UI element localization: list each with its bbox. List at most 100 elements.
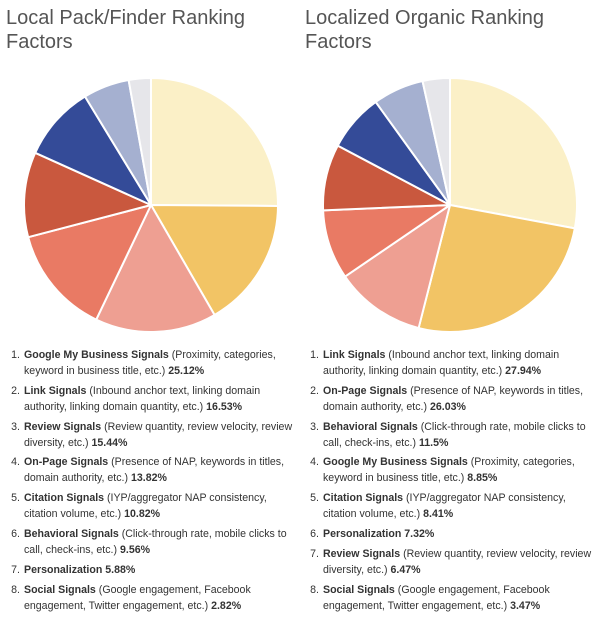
- factor-rank: 8.: [310, 583, 319, 596]
- pie-slice: [449, 77, 578, 230]
- pie-slice: [95, 204, 216, 333]
- factor-text: Citation Signals (IYP/aggregator NAP con…: [323, 490, 600, 522]
- factor-text: Personalization 7.32%: [323, 526, 600, 542]
- factor-percentage: 10.82%: [124, 508, 161, 521]
- factor-detail: (Inbound anchor text, linking domain aut…: [24, 384, 261, 413]
- factor-percentage: 27.94%: [505, 365, 542, 377]
- factor-list-item: 5. Citation Signals (IYP/aggregator NAP c…: [6, 490, 301, 522]
- factor-name: Citation Signals: [323, 492, 404, 505]
- factor-text: Link Signals (Inbound anchor text, linki…: [24, 383, 301, 415]
- factor-name: Personalization: [24, 563, 103, 576]
- factor-detail: (Proximity, categories, keyword in busin…: [323, 456, 575, 485]
- factor-percentage: 3.47%: [510, 599, 541, 612]
- pie-slice: [23, 151, 152, 239]
- factor-list-item: 6. Personalization 7.32%: [305, 526, 600, 542]
- factor-list-item: 8. Social Signals (Google engagement, Fac…: [6, 582, 301, 614]
- local-pack-factor-list: 1. Google My Business Signals (Proximity,…: [6, 347, 301, 617]
- factor-text: Behavioral Signals (Click-through rate, …: [24, 526, 301, 558]
- pie-slice: [34, 95, 152, 206]
- factor-text: Review Signals (Review quantity, review …: [24, 419, 301, 451]
- factor-percentage: 8.85%: [467, 472, 498, 485]
- factor-rank: 7.: [310, 547, 319, 560]
- factor-percentage: 15.44%: [91, 436, 128, 449]
- factor-rank: 4.: [310, 456, 319, 469]
- factor-rank: 3.: [11, 420, 20, 433]
- factor-rank: 1.: [310, 349, 319, 361]
- local-pack-pie-chart: [23, 77, 280, 333]
- factor-percentage: 7.32%: [404, 527, 435, 540]
- factor-name: Google My Business Signals: [323, 456, 468, 469]
- factor-list-item: 2. Link Signals (Inbound anchor text, lin…: [6, 383, 301, 415]
- pie-slice: [150, 77, 280, 207]
- factor-rank: 2.: [11, 384, 20, 397]
- factor-detail: (Inbound anchor text, linking domain aut…: [323, 349, 560, 377]
- factor-list-item: 1. Google My Business Signals (Proximity,…: [6, 347, 301, 379]
- factor-detail: (Click-through rate, mobile clicks to ca…: [323, 420, 586, 449]
- factor-list-item: 3. Behavioral Signals (Click-through rate…: [305, 419, 600, 451]
- factor-detail: (Google engagement, Facebook engagement,…: [323, 583, 550, 612]
- factor-detail: (Click-through rate, mobile clicks to ca…: [24, 527, 287, 556]
- factor-name: Link Signals: [24, 384, 87, 397]
- factor-list-item: 6. Behavioral Signals (Click-through rate…: [6, 526, 301, 558]
- factor-text: On-Page Signals (Presence of NAP, keywor…: [323, 383, 600, 415]
- factor-text: Behavioral Signals (Click-through rate, …: [323, 419, 600, 451]
- factor-percentage: 2.82%: [211, 599, 242, 612]
- pie-slice: [344, 204, 451, 330]
- factor-list-item: 7. Review Signals (Review quantity, revie…: [305, 546, 600, 578]
- factor-list-item: 8. Social Signals (Google engagement, Fac…: [305, 582, 600, 614]
- chart-title: Local Pack/Finder Ranking Factors: [6, 7, 246, 53]
- factor-rank: 4.: [11, 456, 20, 469]
- factor-name: Link Signals: [323, 349, 386, 361]
- factor-text: Google My Business Signals (Proximity, c…: [24, 347, 301, 379]
- factor-detail: (IYP/aggregator NAP consistency, citatio…: [323, 492, 566, 521]
- factor-name: Citation Signals: [24, 492, 105, 505]
- factor-list-item: 3. Review Signals (Review quantity, revie…: [6, 419, 301, 451]
- factor-percentage: 5.88%: [105, 563, 136, 576]
- factor-name: Social Signals: [24, 583, 96, 596]
- factor-rank: 1.: [11, 349, 20, 361]
- local-pack-panel: Local Pack/Finder Ranking Factors 1. Goog…: [6, 0, 301, 641]
- factor-list-item: 2. On-Page Signals (Presence of NAP, keyw…: [305, 383, 600, 415]
- localized-organic-factor-list: 1. Link Signals (Inbound anchor text, lin…: [305, 347, 600, 617]
- factor-text: On-Page Signals (Presence of NAP, keywor…: [24, 454, 301, 486]
- factor-text: Social Signals (Google engagement, Faceb…: [323, 582, 600, 614]
- factor-rank: 3.: [310, 420, 319, 433]
- factor-name: Behavioral Signals: [24, 527, 119, 540]
- factor-text: Social Signals (Google engagement, Faceb…: [24, 582, 301, 614]
- factor-detail: (Presence of NAP, keywords in titles, do…: [323, 384, 584, 413]
- factor-text: Link Signals (Inbound anchor text, linki…: [323, 347, 600, 379]
- factor-text: Review Signals (Review quantity, review …: [323, 546, 600, 578]
- factor-text: Personalization 5.88%: [24, 562, 301, 578]
- factor-text: Citation Signals (IYP/aggregator NAP con…: [24, 490, 301, 522]
- factor-rank: 8.: [11, 583, 20, 596]
- factor-name: Google My Business Signals: [24, 349, 169, 361]
- pie-slice: [421, 77, 451, 206]
- factor-name: Review Signals: [323, 547, 401, 560]
- factor-percentage: 8.41%: [423, 508, 454, 521]
- localized-organic-pie-chart: [322, 77, 578, 333]
- localized-organic-panel: Localized Organic Ranking Factors 1. Link…: [305, 0, 600, 641]
- factor-detail: (Proximity, categories, keyword in busin…: [24, 349, 276, 377]
- factor-rank: 6.: [310, 527, 319, 540]
- pie-slice: [417, 204, 576, 333]
- factor-name: Personalization: [323, 527, 402, 540]
- factor-detail: (IYP/aggregator NAP consistency, citatio…: [24, 492, 267, 521]
- factor-percentage: 25.12%: [168, 365, 205, 377]
- factor-percentage: 26.03%: [429, 400, 466, 413]
- factor-rank: 5.: [11, 492, 20, 505]
- factor-rank: 7.: [11, 563, 20, 576]
- factor-name: On-Page Signals: [323, 384, 408, 397]
- factor-percentage: 13.82%: [130, 472, 167, 485]
- factor-list-item: 5. Citation Signals (IYP/aggregator NAP c…: [305, 490, 600, 522]
- pie-slice: [127, 77, 152, 206]
- factor-rank: 2.: [310, 384, 319, 397]
- factor-name: On-Page Signals: [24, 456, 109, 469]
- factor-name: Review Signals: [24, 420, 102, 433]
- factor-text: Google My Business Signals (Proximity, c…: [323, 454, 600, 486]
- factor-rank: 5.: [310, 492, 319, 505]
- factor-percentage: 9.56%: [119, 543, 151, 556]
- factor-name: Behavioral Signals: [323, 420, 418, 433]
- factor-list-item: 4. On-Page Signals (Presence of NAP, keyw…: [6, 454, 301, 486]
- factor-list-item: 7. Personalization 5.88%: [6, 562, 301, 578]
- factor-list-item: 4. Google My Business Signals (Proximity,…: [305, 454, 600, 486]
